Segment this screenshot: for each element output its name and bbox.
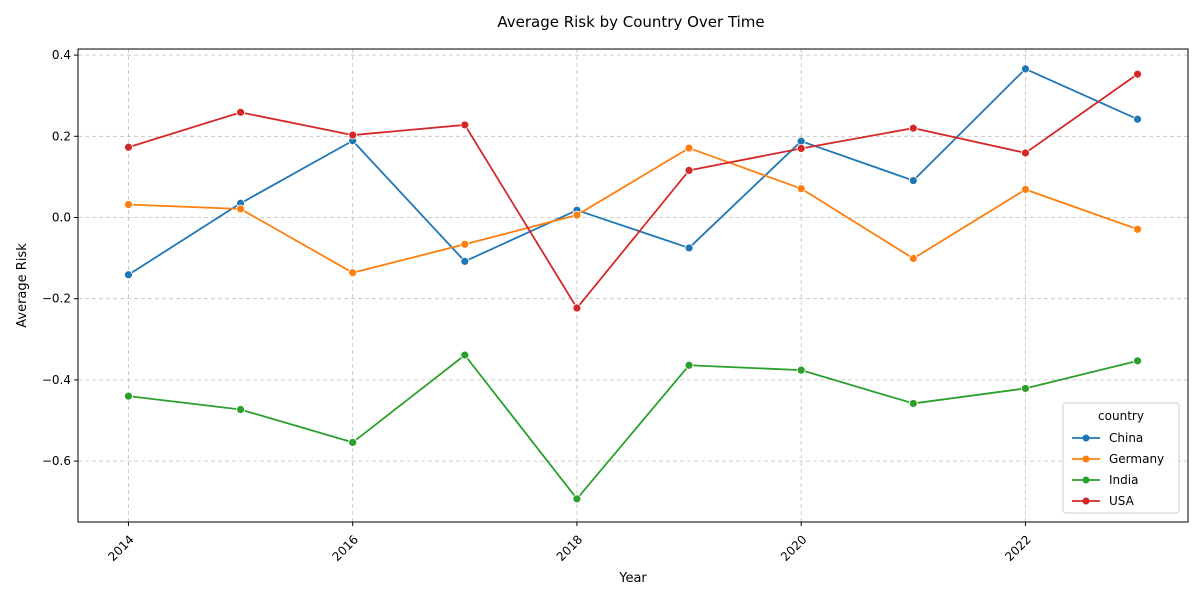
data-point: [124, 391, 133, 401]
data-point: [796, 184, 806, 194]
legend: country China Germany India USA: [1062, 402, 1180, 514]
x-axis-label: Year: [618, 571, 647, 586]
data-point: [572, 210, 582, 220]
series-india: [124, 350, 1142, 504]
x-axis: 2014 2016 2018 2020 2022: [105, 522, 1034, 564]
series-line: [127, 67, 1138, 276]
x-tick-label: 2022: [1002, 532, 1033, 563]
data-point: [908, 176, 918, 185]
data-point: [684, 360, 694, 370]
legend-swatch-marker: [1082, 455, 1090, 463]
x-tick-label: 2016: [330, 532, 361, 563]
data-point: [460, 350, 470, 360]
data-point: [460, 120, 470, 130]
data-point: [236, 405, 245, 414]
x-tick-label: 2020: [778, 532, 809, 563]
data-point: [1021, 185, 1030, 194]
legend-box: [1062, 402, 1180, 514]
legend-swatch-marker: [1082, 497, 1090, 505]
y-tick-label: −0.4: [42, 373, 71, 387]
legend-label: USA: [1109, 494, 1135, 508]
series-china: [124, 64, 1142, 280]
data-point: [348, 130, 358, 140]
data-point: [1133, 356, 1142, 366]
data-point: [572, 303, 582, 313]
series-line: [128, 147, 1138, 274]
y-tick-label: 0.4: [52, 48, 71, 62]
data-point: [908, 123, 918, 133]
legend-item-china: China: [1072, 431, 1143, 445]
legend-item-germany: Germany: [1072, 452, 1164, 466]
y-tick-label: 0.0: [52, 210, 71, 224]
data-point: [124, 200, 133, 209]
data-point: [124, 142, 133, 152]
y-axis-label: Average Risk: [15, 243, 30, 328]
data-point: [1133, 69, 1142, 79]
y-tick-label: 0.2: [52, 129, 71, 143]
y-tick-label: −0.6: [42, 454, 71, 468]
legend-swatch-marker: [1082, 434, 1090, 442]
plot-frame: [77, 48, 1189, 523]
data-point: [348, 268, 358, 278]
data-point: [908, 254, 918, 263]
x-tick-label: 2018: [554, 532, 585, 563]
legend-item-usa: USA: [1072, 494, 1135, 508]
data-point: [460, 239, 470, 249]
x-tick-label: 2014: [105, 532, 136, 563]
chart-title: Average Risk by Country Over Time: [497, 13, 764, 31]
series-line: [128, 354, 1138, 500]
data-point: [1133, 224, 1142, 234]
data-point: [124, 270, 133, 280]
legend-title: country: [1098, 409, 1144, 423]
data-point: [684, 243, 694, 253]
legend-swatch-marker: [1082, 476, 1090, 484]
series-usa: [124, 69, 1142, 313]
data-point: [460, 256, 470, 266]
data-point: [1021, 64, 1030, 74]
series-germany: [124, 143, 1142, 278]
data-point: [796, 144, 806, 153]
data-point: [236, 107, 245, 117]
data-point: [348, 438, 358, 447]
legend-label: China: [1109, 431, 1143, 445]
data-point: [1021, 384, 1030, 393]
legend-label: Germany: [1109, 452, 1164, 466]
data-point: [908, 399, 918, 408]
data-point: [684, 165, 694, 175]
data-point: [796, 136, 806, 146]
data-point: [572, 494, 582, 504]
y-tick-label: −0.2: [42, 292, 71, 306]
data-point: [684, 143, 694, 153]
series-line: [128, 73, 1139, 309]
data-point: [1021, 148, 1030, 158]
y-axis: −0.6 −0.4 −0.2 0.0 0.2 0.4: [42, 48, 78, 468]
data-point: [796, 365, 806, 375]
data-point: [236, 204, 245, 214]
grid: [78, 49, 1188, 522]
legend-label: India: [1109, 473, 1138, 487]
series-layer: [124, 64, 1142, 504]
data-point: [1133, 114, 1142, 124]
legend-item-india: India: [1072, 473, 1138, 487]
